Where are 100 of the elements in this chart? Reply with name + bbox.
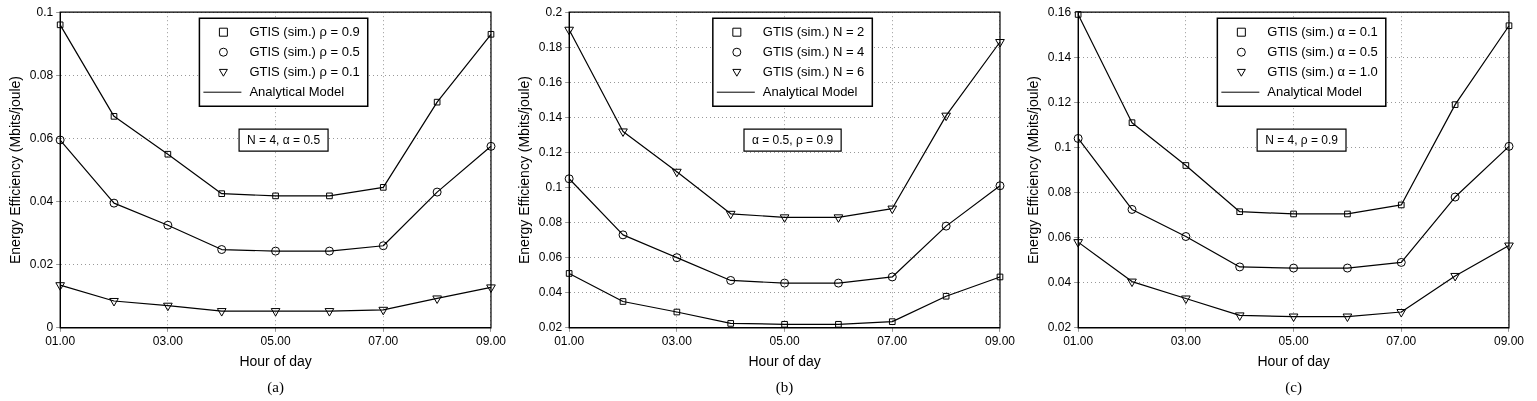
point xyxy=(1127,204,1137,214)
point xyxy=(486,284,496,293)
point xyxy=(1288,313,1299,323)
point xyxy=(726,275,736,285)
point xyxy=(378,241,388,251)
y-tick-label: 0.1 xyxy=(36,4,54,19)
point xyxy=(833,214,844,223)
point xyxy=(1342,313,1353,323)
point xyxy=(1504,242,1514,252)
x-tick-label: 07.00 xyxy=(368,334,399,349)
point xyxy=(56,21,64,29)
point xyxy=(271,246,281,256)
point xyxy=(1074,11,1082,18)
point xyxy=(1450,192,1460,202)
point xyxy=(1234,312,1245,321)
x-tick-label: 01.00 xyxy=(1063,334,1094,349)
y-tick-label: 0.04 xyxy=(538,285,563,300)
point xyxy=(1128,119,1136,126)
y-tick-label: 0.06 xyxy=(1047,229,1072,244)
point xyxy=(780,278,790,288)
y-tick-label: 0.06 xyxy=(538,249,563,264)
y-tick-label: 0.16 xyxy=(1047,4,1072,19)
point xyxy=(163,302,173,312)
point xyxy=(887,272,897,282)
point xyxy=(995,181,1005,191)
x-tick-label: 01.00 xyxy=(45,334,76,349)
annotation: α = 0.5, ρ = 0.9 xyxy=(751,132,834,147)
point xyxy=(1236,208,1244,216)
point xyxy=(217,245,227,255)
legend-label: GTIS (sim.) N = 2 xyxy=(762,23,865,39)
point xyxy=(1182,162,1190,169)
point xyxy=(1290,210,1297,218)
point xyxy=(1342,263,1352,273)
legend-label: GTIS (sim.) α = 0.1 xyxy=(1267,23,1378,39)
point xyxy=(432,187,442,197)
x-tick-label: 05.00 xyxy=(769,334,800,349)
point xyxy=(270,308,281,317)
y-tick-label: 0.04 xyxy=(29,193,54,208)
point xyxy=(1451,101,1459,108)
legend-label: GTIS (sim.) N = 6 xyxy=(762,63,865,79)
point xyxy=(379,184,387,191)
legend-label: GTIS (sim.) α = 1.0 xyxy=(1267,63,1378,79)
point xyxy=(110,113,118,120)
y-tick-label: 0.1 xyxy=(545,179,563,194)
point xyxy=(55,282,65,291)
point xyxy=(432,295,442,304)
point xyxy=(1289,263,1299,273)
x-tick-label: 03.00 xyxy=(1170,334,1202,349)
y-tick-label: 0.12 xyxy=(1047,94,1072,109)
legend-label: GTIS (sim.) ρ = 0.1 xyxy=(249,63,360,79)
legend-label: GTIS (sim.) α = 0.5 xyxy=(1267,43,1378,59)
x-axis-title: Hour of day xyxy=(1257,353,1330,370)
y-tick-label: 0.1 xyxy=(1054,139,1072,154)
point xyxy=(727,320,735,327)
x-tick-label: 07.00 xyxy=(877,334,908,349)
point xyxy=(995,39,1005,48)
y-tick-label: 0.2 xyxy=(545,4,563,19)
legend-label: Analytical Model xyxy=(762,83,858,99)
point xyxy=(433,98,441,106)
y-tick-label: 0.14 xyxy=(1047,49,1072,64)
point xyxy=(941,221,951,231)
point xyxy=(1504,141,1514,151)
y-tick-label: 0.08 xyxy=(29,67,54,82)
point xyxy=(1505,22,1513,30)
legend-label: GTIS (sim.) N = 4 xyxy=(762,43,865,59)
point xyxy=(781,320,788,328)
legend-label: GTIS (sim.) ρ = 0.5 xyxy=(249,43,360,59)
text: (a) xyxy=(267,379,284,397)
annotation: N = 4, α = 0.5 xyxy=(247,132,321,147)
point xyxy=(619,298,627,305)
point xyxy=(887,205,898,215)
x-axis-title: Hour of day xyxy=(239,353,312,370)
y-axis-title: Energy Efficiency (Mbits/joule) xyxy=(516,75,533,265)
point xyxy=(673,308,681,316)
y-axis-title: Energy Efficiency (Mbits/joule) xyxy=(1025,75,1042,265)
point xyxy=(1073,239,1083,248)
point xyxy=(1450,272,1460,282)
y-tick-label: 0 xyxy=(46,320,54,335)
annotation: N = 4, ρ = 0.9 xyxy=(1265,132,1339,147)
point xyxy=(833,278,843,288)
x-tick-label: 03.00 xyxy=(152,334,184,349)
point xyxy=(618,128,628,137)
x-tick-label: 05.00 xyxy=(1278,334,1309,349)
point xyxy=(1344,210,1351,218)
text: (c) xyxy=(1285,379,1302,397)
point xyxy=(1181,232,1191,241)
point xyxy=(55,135,65,145)
text: (b) xyxy=(775,379,794,397)
x-axis-title: Hour of day xyxy=(748,353,821,370)
point xyxy=(216,308,227,317)
point xyxy=(324,246,334,256)
point xyxy=(326,192,333,200)
point xyxy=(942,292,950,300)
point xyxy=(1396,309,1407,318)
point xyxy=(564,174,574,184)
point xyxy=(618,230,628,240)
point xyxy=(109,198,119,208)
y-axis-title: Energy Efficiency (Mbits/joule) xyxy=(7,75,24,265)
point xyxy=(565,270,573,277)
y-tick-label: 0.16 xyxy=(538,74,563,89)
